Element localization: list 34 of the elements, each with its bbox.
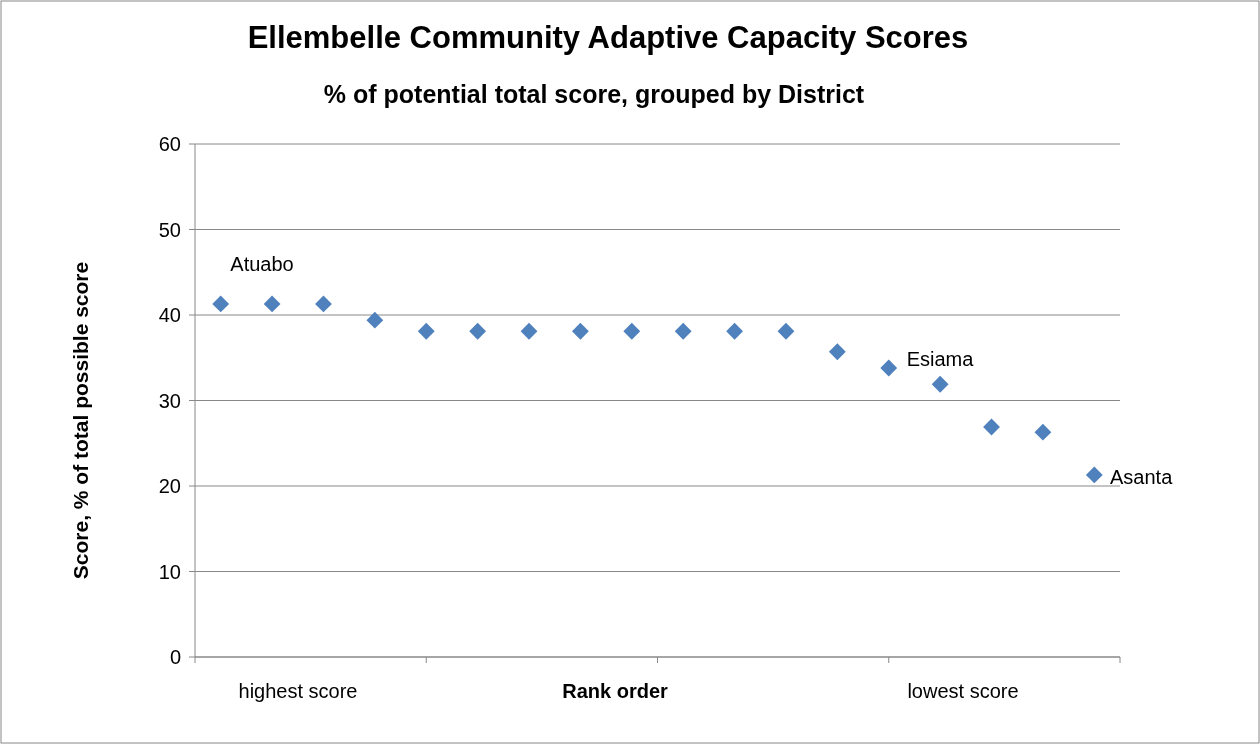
y-tick-label: 10 [158, 560, 181, 583]
point [828, 343, 846, 361]
annotation: Atuabo [230, 253, 294, 275]
chart-title: Ellembelle Community Adaptive Capacity Scores [247, 20, 969, 55]
point [1034, 423, 1052, 441]
annotation: Asanta [1110, 466, 1174, 488]
y-tick-label: 60 [158, 133, 181, 155]
point [417, 322, 435, 340]
point [1085, 466, 1103, 484]
y-tick-label: 0 [169, 646, 181, 668]
y-tick-label: 40 [158, 304, 181, 326]
y-tick-label: 50 [158, 218, 181, 241]
point [983, 418, 1000, 436]
chart-subtitle: % of potential total score, grouped by District [323, 80, 865, 108]
text: lowest score [907, 680, 1019, 702]
point [880, 359, 898, 377]
point [366, 311, 384, 329]
point [931, 375, 949, 393]
y-tick-label: 20 [158, 475, 181, 497]
y-tick-label: 30 [158, 389, 181, 412]
point [572, 322, 589, 340]
point [674, 322, 692, 340]
point [469, 322, 487, 340]
point [623, 322, 641, 340]
y-axis-title: Score, % of total possible score [69, 261, 92, 580]
point [777, 322, 795, 340]
point [212, 295, 230, 313]
text: highest score [238, 680, 358, 702]
annotation: Esiama [906, 348, 975, 370]
point [726, 322, 743, 340]
point [315, 295, 332, 313]
point [263, 295, 281, 313]
point [520, 322, 538, 340]
x-axis-title: Rank order [562, 680, 669, 702]
